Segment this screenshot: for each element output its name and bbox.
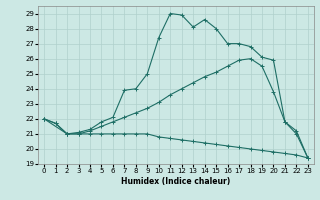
X-axis label: Humidex (Indice chaleur): Humidex (Indice chaleur): [121, 177, 231, 186]
